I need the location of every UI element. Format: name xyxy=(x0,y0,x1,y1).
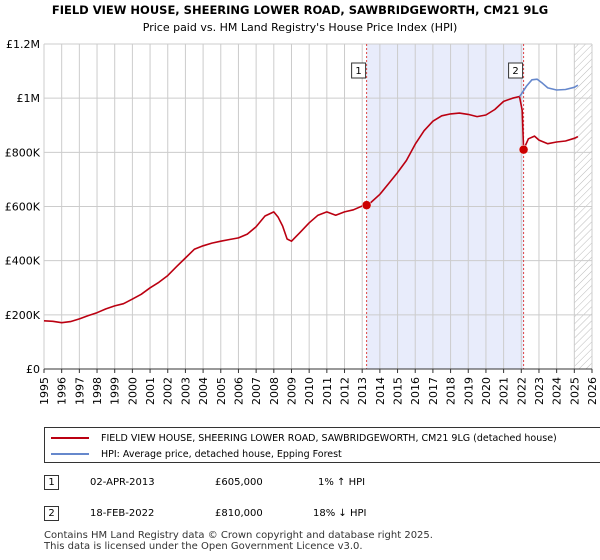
legend-label-hpi: HPI: Average price, detached house, Eppi… xyxy=(101,448,342,460)
x-tick-label: 2008 xyxy=(268,377,281,405)
x-tick-label: 1998 xyxy=(91,377,104,405)
x-tick-label: 2026 xyxy=(586,377,599,405)
x-tick-label: 1999 xyxy=(109,377,122,405)
x-tick-label: 2022 xyxy=(515,377,528,405)
sale-price-1: £605,000 xyxy=(215,477,263,488)
chart-subtitle: Price paid vs. HM Land Registry's House … xyxy=(143,21,458,34)
chart-legend: FIELD VIEW HOUSE, SHEERING LOWER ROAD, S… xyxy=(44,427,600,463)
sale-point-1 xyxy=(361,200,372,210)
x-tick-label: 2014 xyxy=(374,377,387,405)
sale-marker-label-1: 1 xyxy=(44,475,59,490)
sale-point-2 xyxy=(518,144,529,155)
x-tick-label: 2017 xyxy=(427,377,440,405)
x-tick-label: 2018 xyxy=(445,377,458,405)
sale-flag-box-2 xyxy=(508,62,524,79)
x-tick-label: 2012 xyxy=(339,377,352,405)
sale-date-2: 18-FEB-2022 xyxy=(90,508,155,519)
y-tick-label: £800K xyxy=(5,146,41,159)
x-tick-label: 2025 xyxy=(568,377,581,405)
legend-label-property: FIELD VIEW HOUSE, SHEERING LOWER ROAD, S… xyxy=(101,432,557,444)
x-tick-label: 2004 xyxy=(197,377,210,405)
legend-entry-hpi: HPI: Average price, detached house, Eppi… xyxy=(51,446,342,462)
x-tick-label: 2020 xyxy=(480,377,493,405)
x-tick-label: 1996 xyxy=(56,377,69,405)
sale-flag-label-2: 2 xyxy=(512,66,518,77)
x-tick-label: 2000 xyxy=(126,377,139,405)
x-tick-label: 1997 xyxy=(73,377,86,405)
sale-date-1: 02-APR-2013 xyxy=(90,477,155,488)
x-tick-label: 2024 xyxy=(551,377,564,405)
x-tick-label: 2015 xyxy=(392,377,405,405)
x-tick-label: 2013 xyxy=(356,377,369,405)
y-tick-label: £1.2M xyxy=(6,38,40,51)
price-chart: FIELD VIEW HOUSE, SHEERING LOWER ROAD, S… xyxy=(5,3,599,405)
x-tick-label: 2005 xyxy=(215,377,228,405)
footer-copyright: Contains HM Land Registry data © Crown c… xyxy=(44,530,433,541)
legend-swatch-property xyxy=(51,437,89,439)
legend-entry-property: FIELD VIEW HOUSE, SHEERING LOWER ROAD, S… xyxy=(51,430,557,446)
sale-marker-label-2: 2 xyxy=(44,506,59,521)
x-tick-label: 2011 xyxy=(321,377,334,405)
y-tick-label: £200K xyxy=(5,309,41,322)
x-tick-label: 2019 xyxy=(462,377,475,405)
legend-swatch-hpi xyxy=(51,453,89,455)
x-tick-label: 2002 xyxy=(162,377,175,405)
sale-price-2: £810,000 xyxy=(215,508,263,519)
x-tick-label: 2003 xyxy=(179,377,192,405)
sale-hpi-2: 18% ↓ HPI xyxy=(313,508,367,519)
footer-licence: This data is licensed under the Open Gov… xyxy=(44,541,363,552)
x-tick-label: 2023 xyxy=(533,377,546,405)
x-tick-label: 2009 xyxy=(285,377,298,405)
y-tick-label: £600K xyxy=(5,201,41,214)
footer: Contains HM Land Registry data © Crown c… xyxy=(44,530,433,552)
x-tick-label: 2021 xyxy=(498,377,511,405)
hpi-line xyxy=(518,78,579,97)
sale-hpi-1: 1% ↑ HPI xyxy=(318,477,366,488)
x-tick-label: 2016 xyxy=(409,377,422,405)
x-tick-label: 1995 xyxy=(38,377,51,405)
x-tick-label: 2007 xyxy=(250,377,263,405)
chart-title: FIELD VIEW HOUSE, SHEERING LOWER ROAD, S… xyxy=(52,3,548,17)
x-tick-label: 2006 xyxy=(232,377,245,405)
x-tick-label: 2001 xyxy=(144,377,157,405)
sale-flag-label-1: 1 xyxy=(355,66,361,77)
property-price-line xyxy=(44,95,579,324)
y-tick-label: £0 xyxy=(26,363,40,376)
y-tick-label: £1M xyxy=(17,92,41,105)
sale-flag-box-1 xyxy=(351,62,367,79)
y-tick-label: £400K xyxy=(5,255,41,268)
x-tick-label: 2010 xyxy=(303,377,316,405)
